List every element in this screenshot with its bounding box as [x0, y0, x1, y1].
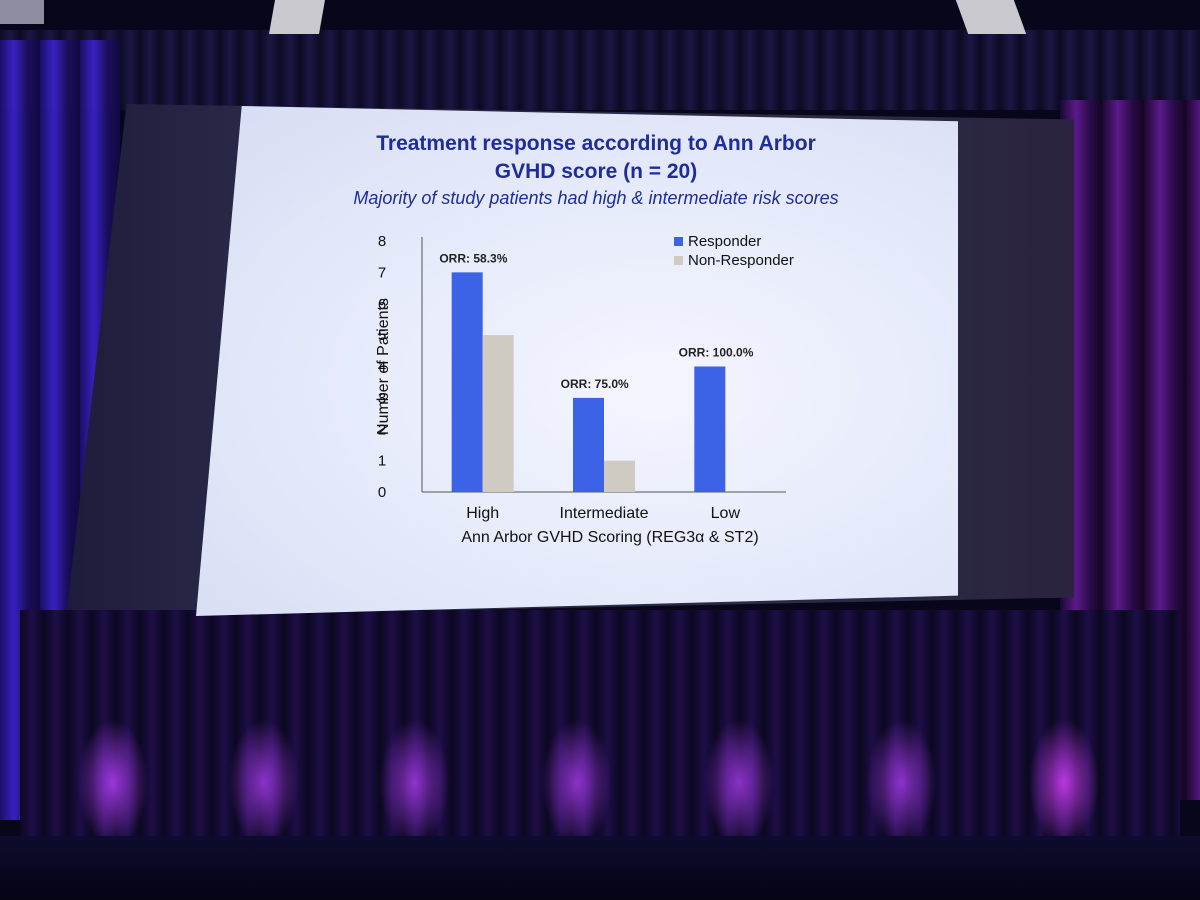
stage-skirt — [20, 610, 1180, 840]
ceiling-light — [269, 0, 325, 34]
slide-canvas: Treatment response according to Ann Arbo… — [196, 106, 958, 616]
chart-legend: Responder Non-Responder — [674, 233, 794, 269]
category-labels: High Intermediate Low — [466, 505, 740, 522]
presentation-slide: Treatment response according to Ann Arbo… — [196, 106, 958, 616]
category-label: Intermediate — [560, 505, 649, 522]
ceiling-light — [956, 0, 1026, 34]
y-tick-label: 1 — [378, 453, 386, 470]
bar-responder-high — [452, 272, 483, 492]
bar-non-responder-intermediate — [604, 461, 635, 492]
legend-swatch — [674, 237, 683, 246]
bar-responder-intermediate — [573, 398, 604, 492]
bar-non-responder-high — [483, 335, 514, 492]
orr-label: ORR: 100.0% — [679, 346, 754, 360]
slide-title-line-1: Treatment response according to Ann Arbo… — [376, 132, 816, 155]
bar-responder-low — [694, 367, 725, 493]
y-tick-label: 8 — [378, 233, 386, 250]
legend-label: Responder — [688, 233, 761, 250]
orr-label: ORR: 58.3% — [439, 251, 507, 265]
y-axis-title: Number of Patients — [375, 298, 392, 435]
x-axis-title: Ann Arbor GVHD Scoring (REG3α & ST2) — [461, 529, 758, 546]
category-label: High — [466, 505, 499, 522]
ceiling-light — [0, 0, 44, 24]
stage-floor — [0, 836, 1200, 900]
category-label: Low — [711, 505, 741, 522]
y-tick-label: 7 — [378, 264, 386, 281]
legend-label: Non-Responder — [688, 252, 794, 269]
orr-label: ORR: 75.0% — [561, 377, 629, 391]
stage-valance — [0, 30, 1200, 110]
slide-subtitle: Majority of study patients had high & in… — [353, 188, 838, 208]
legend-swatch — [674, 256, 683, 265]
slide-title-line-2: GVHD score (n = 20) — [495, 160, 697, 183]
y-tick-label: 0 — [378, 484, 386, 501]
